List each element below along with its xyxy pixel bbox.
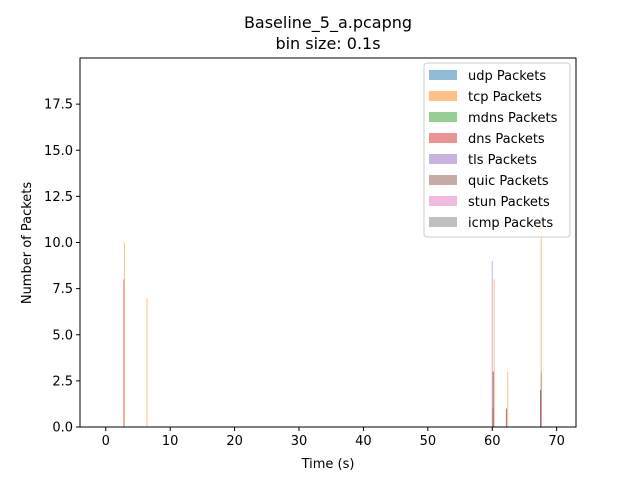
bar-quic-1 bbox=[540, 371, 542, 427]
y-tick-label: 17.5 bbox=[44, 98, 73, 113]
y-tick-label: 5.0 bbox=[52, 328, 73, 343]
bar-dns-2 bbox=[505, 408, 507, 427]
legend-label: tls Packets bbox=[468, 153, 537, 168]
y-tick-label: 0.0 bbox=[52, 421, 73, 436]
bar-tcp-1 bbox=[146, 297, 148, 427]
legend-box bbox=[423, 62, 571, 238]
legend-label: tcp Packets bbox=[468, 90, 542, 105]
bar-tls-1 bbox=[540, 390, 542, 427]
bar-quic-0 bbox=[493, 371, 495, 427]
legend-swatch bbox=[429, 91, 457, 101]
y-tick-label: 10.0 bbox=[44, 236, 73, 251]
chart-subtitle: bin size: 0.1s bbox=[275, 34, 380, 53]
y-tick-label: 7.5 bbox=[52, 282, 73, 297]
x-tick-label: 40 bbox=[355, 434, 372, 449]
legend-label: quic Packets bbox=[468, 174, 549, 189]
legend-swatch bbox=[429, 70, 457, 80]
bar-tls-0 bbox=[491, 260, 493, 427]
legend-swatch bbox=[429, 112, 457, 122]
y-tick-label: 12.5 bbox=[44, 190, 73, 205]
legend: udp Packets tcp Packets mdns Packets dns Pa… bbox=[423, 62, 571, 238]
x-axis: 0 10 20 30 40 50 60 70 bbox=[102, 427, 565, 449]
y-tick-label: 15.0 bbox=[44, 144, 73, 159]
chart-title: Baseline_5_a.pcapng bbox=[244, 13, 412, 33]
legend-swatch bbox=[429, 154, 457, 164]
x-tick-label: 0 bbox=[102, 434, 110, 449]
x-axis-label: Time (s) bbox=[301, 457, 355, 472]
bar-tcp-4 bbox=[540, 205, 542, 427]
x-tick-label: 60 bbox=[484, 434, 501, 449]
y-axis-label: Number of Packets bbox=[20, 182, 35, 305]
legend-swatch bbox=[429, 175, 457, 185]
legend-label: dns Packets bbox=[468, 132, 545, 147]
x-tick-label: 50 bbox=[420, 434, 437, 449]
bar-dns-0 bbox=[123, 279, 125, 427]
x-tick-label: 10 bbox=[162, 434, 179, 449]
y-tick-label: 2.5 bbox=[52, 374, 73, 389]
bar-dns-1 bbox=[492, 371, 494, 427]
x-tick-label: 70 bbox=[548, 434, 565, 449]
bar-tcp-2 bbox=[493, 279, 495, 427]
legend-label: udp Packets bbox=[468, 69, 546, 84]
bar-tcp-0 bbox=[123, 242, 125, 427]
legend-swatch bbox=[429, 133, 457, 143]
bar-tcp-3 bbox=[507, 371, 509, 427]
legend-swatch bbox=[429, 196, 457, 206]
legend-swatch bbox=[429, 217, 457, 227]
x-tick-label: 30 bbox=[291, 434, 308, 449]
x-tick-label: 20 bbox=[226, 434, 243, 449]
bars-layer bbox=[123, 205, 542, 427]
y-axis: 0.0 2.5 5.0 7.5 10.0 12.5 15.0 17.5 bbox=[44, 98, 80, 436]
legend-label: stun Packets bbox=[468, 195, 550, 210]
legend-label: icmp Packets bbox=[468, 216, 553, 231]
legend-label: mdns Packets bbox=[468, 111, 558, 126]
